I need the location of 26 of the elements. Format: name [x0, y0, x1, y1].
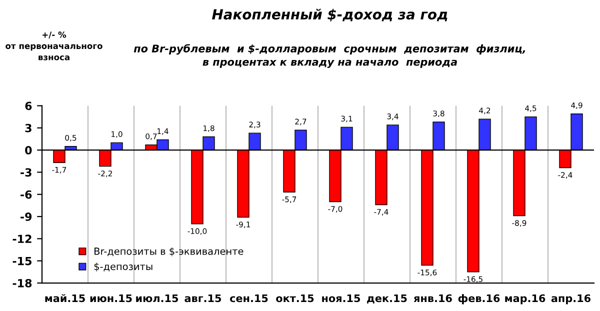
y-tick-label: 3	[25, 124, 32, 132]
x-tick-label: дек.15	[367, 294, 407, 304]
chart-subtitle: по Br-рублевым и $-долларовым срочным депозитам физлиц, в процентах к вкладу на начало периода	[134, 44, 526, 68]
x-tick-label: сен.15	[230, 294, 268, 302]
x-tick-label: июл.15	[136, 294, 178, 302]
legend-label: Br-депозиты в $-эквиваленте	[94, 247, 244, 256]
chart-title: Накопленный $-доход за год	[212, 8, 448, 22]
x-tick-label: мар.16	[505, 294, 546, 304]
y-tick-label: -3	[20, 168, 32, 177]
y-tick-label: -15	[12, 256, 32, 266]
legend-label: $-депозиты	[94, 262, 152, 272]
x-tick-label: апр.16	[551, 294, 591, 304]
x-tick-label: авг.15	[184, 294, 222, 302]
y-tick-label: -9	[20, 212, 32, 221]
y-tick-label: 0	[25, 146, 32, 154]
text: +/- % от первоначального взноса	[6, 32, 102, 60]
y-tick-label: -6	[20, 190, 32, 199]
y-tick-label: -18	[12, 278, 32, 288]
x-tick-label: фев.16	[458, 294, 500, 304]
x-tick-label: янв.16	[414, 294, 452, 302]
x-tick-label: ноя.15	[322, 294, 360, 302]
x-tick-label: окт.15	[276, 294, 314, 302]
y-tick-label: 6	[25, 102, 32, 110]
x-tick-label: май.15	[45, 294, 85, 302]
x-tick-label: июн.15	[90, 294, 132, 302]
y-tick-label: -12	[12, 234, 32, 243]
